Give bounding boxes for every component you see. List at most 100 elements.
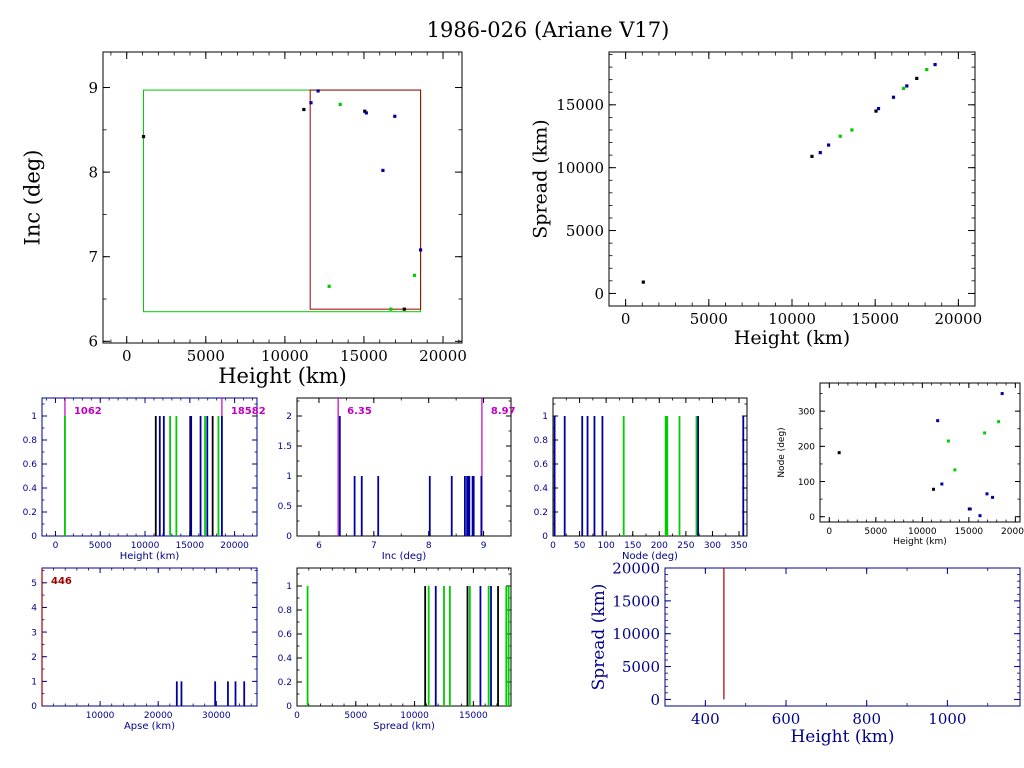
y-tick-label: 0 (31, 702, 37, 712)
data-point (316, 89, 320, 93)
x-tick-label: 20000 (935, 310, 983, 328)
x-tick-label: 800 (852, 710, 881, 728)
figure-title: 1986-026 (Ariane V17) (427, 18, 670, 42)
y-tick-label: 0.6 (23, 460, 38, 470)
y-axis-label: Spread (km) (589, 584, 609, 691)
plot-frame (608, 51, 976, 307)
x-tick-label: 150 (624, 541, 641, 551)
y-tick-label: 0.6 (278, 630, 293, 640)
y-tick-label: 0.8 (23, 436, 38, 446)
y-tick-label: 5 (31, 579, 37, 589)
x-tick-label: 10000 (86, 711, 115, 721)
plot-frame (41, 397, 258, 537)
spread-vs-height-plot: 0 5000 10000 15000 20000050001000015000Heigh… (530, 51, 983, 349)
range-marker-label: 8.97 (491, 406, 516, 417)
y-tick-label: 5000 (622, 658, 660, 676)
x-tick-label: 7 (371, 541, 377, 551)
data-point (874, 109, 878, 113)
apse-histogram: 10000 20000 30000 0 1 2 3 4 5 Apse (km) 446 (31, 567, 258, 732)
data-point (905, 84, 909, 88)
data-point (309, 101, 313, 105)
data-point (393, 114, 397, 118)
data-point (968, 507, 972, 511)
x-tick-label: 20000 (419, 347, 467, 365)
y-tick-label: 0.2 (23, 508, 37, 518)
plot-frame (552, 397, 748, 537)
plot-frame (296, 397, 512, 537)
spread-histogram: 0 5000 10000 15000 0 0.2 0.4 0.6 0.8 1 Spread (km) (278, 567, 512, 732)
data-point (838, 134, 842, 138)
x-tick-label: 0 (621, 310, 631, 328)
data-point (953, 468, 957, 472)
height-histogram: 0 5000 10000 15000 20000 0 0.2 0.4 0.6 0.8 1 Height… (23, 397, 266, 562)
plot-frame (664, 567, 1021, 707)
data-point (810, 154, 814, 158)
plot-frame (102, 51, 463, 344)
x-tick-label: 1000 (928, 710, 966, 728)
data-point (1000, 392, 1004, 396)
data-point (933, 62, 937, 67)
data-point (363, 109, 367, 113)
x-axis-label: Node (deg) (622, 551, 678, 562)
y-tick-label: 1 (542, 412, 548, 422)
y-tick-label: 0.4 (23, 484, 38, 494)
data-point (978, 514, 982, 518)
x-axis-label: Inc (deg) (382, 551, 427, 562)
data-point (850, 128, 854, 132)
x-tick-label: 0 (826, 527, 832, 537)
y-tick-label: 0 (286, 702, 292, 712)
x-tick-label: 15000 (340, 347, 388, 365)
y-tick-label: 0 (542, 532, 548, 542)
spread-vs-height-low-plot: 400 600 800 100005000100001500020000Height … (589, 559, 1021, 747)
x-tick-label: 5000 (187, 347, 225, 365)
x-tick-label: 15000 (459, 711, 488, 721)
y-tick-label: 1.5 (278, 442, 292, 452)
y-tick-label: 100 (798, 478, 815, 488)
node-histogram: 0 50 100 150 200 250 300 350 0 0.2 0.4 0.6 0.8 1 Node … (534, 397, 748, 562)
y-tick-label: 300 (798, 407, 815, 417)
y-axis-label: Node (deg) (777, 427, 787, 477)
data-point (418, 248, 423, 252)
x-tick-label: 15000 (955, 527, 984, 537)
y-tick-label: 0 (31, 532, 37, 542)
y-tick-label: 0.5 (278, 502, 292, 512)
x-tick-label: 5000 (344, 711, 367, 721)
plot-frame (819, 382, 1021, 523)
data-point (985, 492, 989, 496)
y-tick-label: 6 (88, 333, 98, 351)
y-tick-label: 0.8 (278, 606, 293, 616)
y-tick-label: 2 (286, 412, 292, 422)
x-tick-label: 30000 (202, 711, 231, 721)
y-tick-label: 10000 (612, 625, 660, 643)
x-tick-label: 200 (651, 541, 668, 551)
y-axis-label: Inc (deg) (20, 150, 44, 246)
x-tick-label: 15000 (175, 541, 204, 551)
plot-frame (296, 567, 512, 707)
y-tick-label: 8 (88, 164, 98, 182)
x-axis-label: Spread (km) (373, 721, 435, 732)
y-tick-label: 0.2 (534, 508, 548, 518)
y-tick-label: 0 (650, 691, 660, 709)
data-point (940, 482, 944, 486)
x-tick-label: 5000 (690, 310, 728, 328)
data-point (876, 106, 881, 111)
x-tick-label: 9 (481, 541, 487, 551)
node-vs-height-plot: 0 5000 10000 15000 20000 0 100 200 300 Height (km… (777, 382, 1024, 547)
y-tick-label: 15000 (556, 96, 604, 114)
data-point (983, 431, 987, 435)
y-tick-label: 7 (88, 248, 98, 266)
y-tick-label: 0.4 (278, 654, 293, 664)
y-tick-label: 1 (31, 678, 37, 688)
range-marker-label: 6.35 (347, 406, 372, 417)
data-point (327, 284, 331, 288)
data-point (891, 95, 896, 99)
data-point (931, 487, 935, 491)
x-tick-label: 5000 (864, 527, 887, 537)
y-tick-label: 0.4 (534, 484, 549, 494)
x-tick-label: 0 (122, 347, 132, 365)
x-tick-label: 20000 (144, 711, 173, 721)
data-point (901, 86, 906, 91)
x-tick-label: 10000 (131, 541, 160, 551)
x-tick-label: 10000 (768, 310, 816, 328)
y-tick-label: 0 (594, 285, 604, 303)
